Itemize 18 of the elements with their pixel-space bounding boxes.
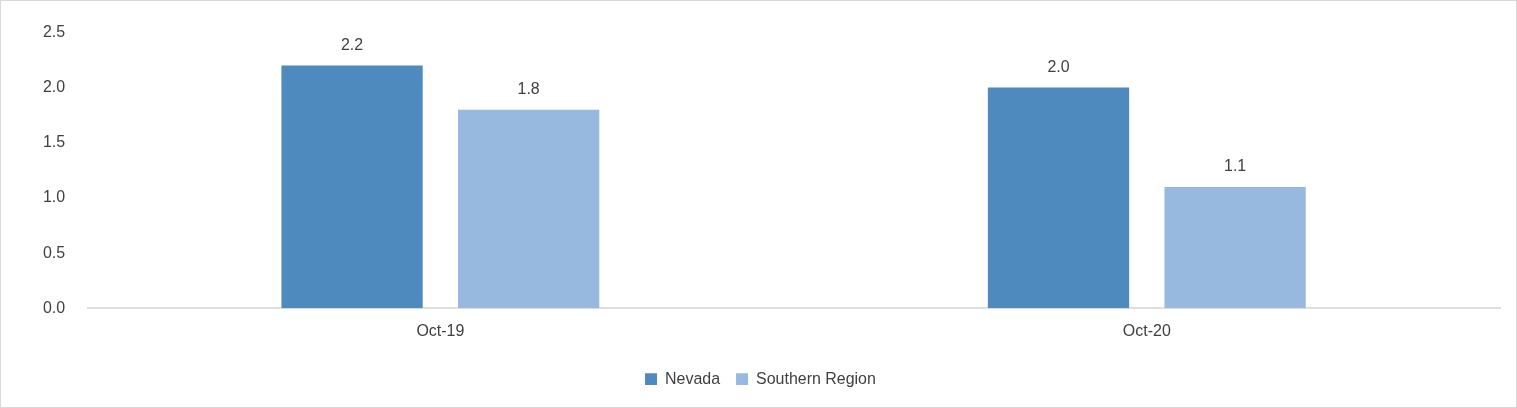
y-tick-label: 2.0 [42, 78, 66, 95]
bar [458, 109, 600, 309]
y-tick-label: 2.5 [42, 22, 66, 40]
bar [281, 65, 423, 309]
y-tick-label: 0.0 [42, 298, 66, 316]
data-label: 1.8 [517, 80, 540, 98]
data-label: 1.1 [1224, 157, 1247, 175]
y-tick-label: 1.0 [42, 188, 66, 206]
data-label: 2.2 [340, 36, 364, 54]
legend-label: Southern Region [756, 369, 876, 387]
x-tick-label: Oct-20 [1122, 322, 1171, 340]
bar [1164, 186, 1306, 309]
x-tick-label: Oct-19 [416, 322, 465, 340]
y-tick-label: 0.5 [42, 243, 66, 261]
data-label: 2.0 [1047, 58, 1070, 76]
legend-label: Nevada [665, 369, 721, 387]
bar [987, 87, 1130, 309]
y-tick-label: 1.5 [42, 133, 66, 151]
